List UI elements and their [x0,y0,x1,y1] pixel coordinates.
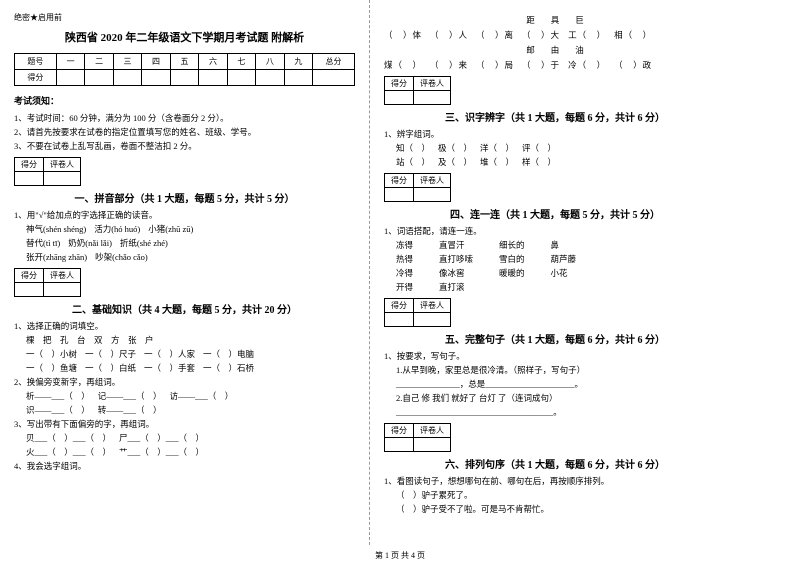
section-4-title: 四、连一连（共 1 大题，每题 5 分，共计 5 分） [384,206,726,221]
score-col: 题号 [15,54,57,70]
grader-box: 得分评卷人 [384,76,451,105]
notice-head: 考试须知： [14,94,355,107]
pinyin-word: 吵架(chǎo cǎo) [95,250,148,264]
section-5-title: 五、完整句子（共 1 大题，每题 6 分，共计 6 分） [384,331,726,346]
exam-title: 陕西省 2020 年二年级语文下学期月考试题 附解析 [14,29,355,45]
q2-2: 2、换偏旁变新字，再组词。 [14,375,355,389]
notice-item: 2、请首先按要求在试卷的指定位置填写您的姓名、班级、学号。 [14,125,355,139]
section-3-title: 三、识字辨字（共 1 大题，每题 6 分，共计 6 分） [384,109,726,124]
q1-1: 1、用"√"给加点的字选择正确的读音。 [14,208,355,222]
q2-4: 4、我会选字组词。 [14,459,355,473]
section-2-title: 二、基础知识（共 4 大题，每题 5 分，共计 20 分） [14,301,355,316]
pinyin-word: 张开(zhāng zhān) [26,250,87,264]
grader-box: 得分评卷人 [14,157,81,186]
pinyin-word: 折纸(shé zhé) [120,236,168,250]
page-footer: 第 1 页 共 4 页 [0,550,800,561]
grader-box: 得分评卷人 [384,173,451,202]
score-row-label: 得分 [15,70,57,86]
score-table: 题号 一 二 三 四 五 六 七 八 九 总分 得分 [14,53,355,86]
confidential-label: 绝密★启用前 [14,12,355,23]
q4-1: 1、词语搭配，请连一连。 [384,224,726,238]
grader-box: 得分评卷人 [384,298,451,327]
grader-box: 得分评卷人 [14,268,81,297]
q2-1: 1、选择正确的词填空。 [14,319,355,333]
notice-item: 1、考试时间：60 分钟，满分为 100 分（含卷面分 2 分）。 [14,111,355,125]
pinyin-word: 神气(shén shéng) [26,222,86,236]
pinyin-word: 替代(tì tī) [26,236,60,250]
binding-gutter: 学号 姓名 班级 学校 乡镇(街道) [0,0,10,545]
section-6-title: 六、排列句序（共 1 大题，每题 6 分，共计 6 分） [384,456,726,471]
pinyin-word: 活力(hó huó) [94,222,140,236]
q3-1: 1、辨字组词。 [384,127,726,141]
section-1-title: 一、拼音部分（共 1 大题，每题 5 分，共计 5 分） [14,190,355,205]
left-column: 学号 姓名 班级 学校 乡镇(街道) 绝密★启用前 陕西省 2020 年二年级语… [0,0,370,545]
pinyin-word: 奶奶(nǎi lǎi) [68,236,112,250]
q6-1: 1、看图读句子，想想哪句在前、哪句在后，再按顺序排列。 [384,474,726,488]
right-column: 距 具 巨 （ ）体 （ ）人 （ ）离 （ ）大 工（ ） 相（ ） 邮 由 … [370,0,740,545]
q2-3: 3、写出带有下面偏旁的字，再组词。 [14,417,355,431]
pinyin-word: 小猪(zhū zū) [148,222,193,236]
word-bank: 棵 把 孔 台 双 方 张 户 [14,333,355,347]
q5-1: 1、按要求，写句子。 [384,349,726,363]
grader-box: 得分评卷人 [384,423,451,452]
notice-item: 3、不要在试卷上乱写乱画，卷面不整洁扣 2 分。 [14,139,355,153]
